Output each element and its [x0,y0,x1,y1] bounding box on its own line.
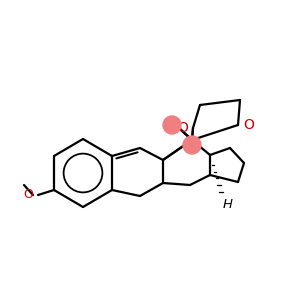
Text: H: H [223,199,233,212]
Text: O: O [23,188,33,202]
Circle shape [183,136,201,154]
Circle shape [163,116,181,134]
Text: O: O [177,121,188,135]
Text: O: O [243,118,254,132]
